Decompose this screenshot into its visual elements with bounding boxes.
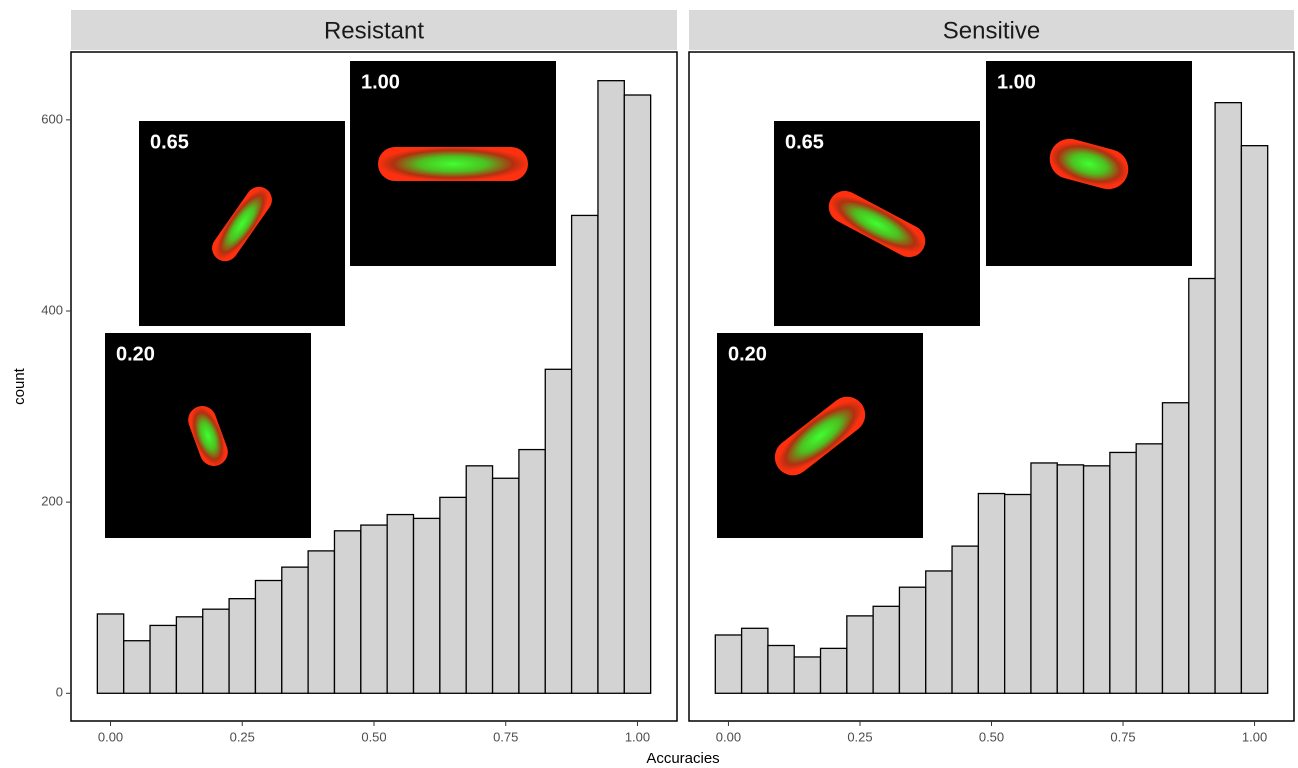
inset-label: 0.65 xyxy=(150,131,189,153)
bar xyxy=(1056,464,1085,694)
bar xyxy=(175,616,204,694)
x-tick-label: 0.00 xyxy=(98,729,123,744)
bar xyxy=(740,627,769,694)
bar xyxy=(439,496,467,694)
x-tick-label: 0.25 xyxy=(847,729,872,744)
cell xyxy=(188,406,228,466)
bar xyxy=(819,647,848,694)
bar xyxy=(977,492,1006,694)
bar xyxy=(96,613,125,694)
y-tick-label: 400 xyxy=(41,302,63,317)
inset-label: 1.00 xyxy=(361,71,400,93)
bar xyxy=(254,579,283,694)
bar xyxy=(1214,102,1243,694)
bar xyxy=(465,465,494,694)
bar xyxy=(1161,402,1190,694)
bar xyxy=(202,608,230,694)
bar xyxy=(123,640,151,694)
cell xyxy=(1049,138,1129,190)
bar xyxy=(281,566,309,694)
bar xyxy=(1240,145,1269,694)
strip xyxy=(71,10,677,50)
x-tick-label: 1.00 xyxy=(1242,729,1267,744)
cell xyxy=(378,147,528,181)
x-tick-label: 0.25 xyxy=(230,729,255,744)
bar xyxy=(1004,493,1032,694)
bar xyxy=(228,598,257,694)
inset-label: 0.65 xyxy=(785,131,824,153)
bar xyxy=(544,368,573,694)
x-tick-label: 0.75 xyxy=(1110,729,1135,744)
inset-label: 0.20 xyxy=(728,343,767,365)
bar xyxy=(333,530,362,694)
panel-title: Sensitive xyxy=(943,17,1040,44)
bar xyxy=(846,615,874,694)
x-tick-label: 1.00 xyxy=(625,729,650,744)
bar xyxy=(491,477,520,694)
bar xyxy=(412,517,441,694)
x-tick-label: 0.50 xyxy=(979,729,1004,744)
panel-title: Resistant xyxy=(324,17,424,44)
cell xyxy=(212,186,272,262)
y-tick-label: 200 xyxy=(41,494,63,509)
bar xyxy=(872,605,901,694)
bar xyxy=(714,634,743,694)
bar xyxy=(518,448,546,694)
bar xyxy=(597,80,625,694)
cell xyxy=(774,396,866,476)
bar xyxy=(149,624,178,694)
bar xyxy=(925,570,953,694)
bar xyxy=(1030,462,1058,694)
bar xyxy=(307,550,336,694)
bar xyxy=(1188,277,1216,694)
strip xyxy=(689,10,1294,50)
bar xyxy=(623,94,652,694)
bar xyxy=(1109,451,1137,694)
bar xyxy=(793,656,822,694)
x-axis-label: Accuracies xyxy=(646,750,719,767)
bar xyxy=(1082,465,1111,694)
bar xyxy=(951,545,979,694)
y-tick-label: 600 xyxy=(41,111,63,126)
bar xyxy=(386,513,415,694)
inset-label: 0.20 xyxy=(116,343,155,365)
x-tick-label: 0.50 xyxy=(361,729,386,744)
y-tick-label: 0 xyxy=(56,685,63,700)
bar xyxy=(1135,443,1164,694)
y-axis-label: count xyxy=(11,367,28,405)
bar xyxy=(898,586,927,694)
inset-label: 1.00 xyxy=(997,71,1036,93)
bar xyxy=(570,214,599,694)
cell xyxy=(828,190,926,258)
bar xyxy=(767,644,795,694)
x-tick-label: 0.00 xyxy=(716,729,741,744)
bar xyxy=(360,524,388,694)
x-tick-label: 0.75 xyxy=(493,729,518,744)
